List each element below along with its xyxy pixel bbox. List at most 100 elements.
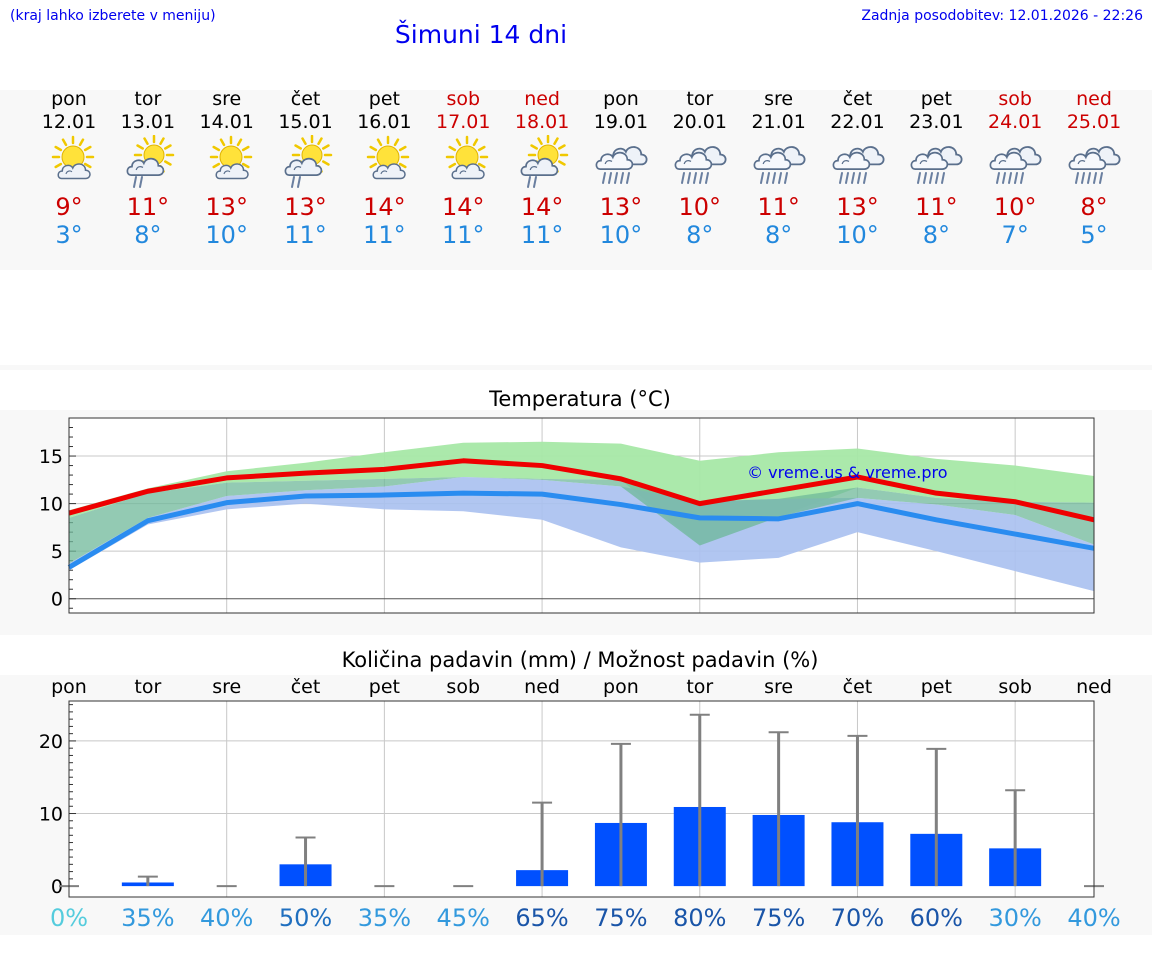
precipitation-probability-label: 65%: [515, 904, 568, 932]
precipitation-probability-label: 35%: [358, 904, 411, 932]
min-temperature: 11°: [441, 221, 485, 249]
day-date: 17.01: [436, 111, 491, 133]
forecast-day: ned 18.01 14° 11°: [502, 88, 582, 249]
precipitation-x-tick-label: pet: [369, 676, 400, 698]
precipitation-probability-label: 0%: [50, 904, 88, 932]
max-temperature: 14°: [363, 193, 406, 221]
forecast-band: [0, 90, 1152, 270]
min-temperature: 11°: [363, 221, 406, 249]
temperature-range-overlap-band: [69, 476, 1094, 564]
day-name: sob: [998, 88, 1032, 110]
temperature-plot-border: [68, 417, 1095, 614]
sun-cloud-light-rain-icon: [520, 135, 569, 188]
forecast-day: tor 13.01 11° 8°: [108, 88, 188, 249]
day-name: sre: [764, 88, 794, 110]
page-title: Šimuni 14 dni: [394, 20, 568, 49]
partly-sunny-icon: [209, 135, 252, 180]
precipitation-x-tick-label: pon: [51, 676, 87, 698]
min-temperature: 8°: [765, 221, 793, 249]
precipitation-probability-label: 30%: [988, 904, 1041, 932]
forecast-day: sre 21.01 11° 8°: [739, 88, 819, 249]
precipitation-x-tick-label: ned: [524, 676, 560, 698]
max-temperature: 10°: [993, 193, 1037, 221]
day-name: ned: [524, 88, 560, 110]
forecast-day: pet 16.01 14° 11°: [344, 88, 424, 249]
day-date: 16.01: [357, 111, 412, 133]
precipitation-probability-label: 70%: [831, 904, 884, 932]
temperature-y-tick-label: 15: [39, 446, 63, 468]
menu-hint: (kraj lahko izberete v meniju): [10, 8, 216, 24]
forecast-day: pon 12.01 9° 3°: [29, 88, 109, 249]
partly-sunny-icon: [446, 135, 489, 180]
min-temperature: 10°: [836, 221, 879, 249]
max-temperature: 14°: [441, 193, 485, 221]
min-temperature: 11°: [284, 221, 327, 249]
forecast-day: pon 19.01 13° 10°: [581, 88, 661, 249]
precipitation-x-tick-label: sob: [998, 676, 1032, 698]
separator-band: [0, 365, 1152, 370]
day-date: 13.01: [120, 111, 176, 133]
max-temperature: 9°: [55, 193, 83, 221]
precipitation-probability-label: 40%: [1067, 904, 1120, 932]
max-temperature-line: [68, 458, 1095, 523]
max-temperature: 14°: [520, 193, 564, 221]
rain-cloud-icon: [595, 146, 648, 184]
day-date: 15.01: [278, 111, 333, 133]
forecast-day: sob 24.01 10° 7°: [975, 88, 1055, 249]
day-date: 24.01: [987, 111, 1043, 133]
min-temperature: 11°: [520, 221, 564, 249]
max-temperature: 11°: [757, 193, 800, 221]
temperature-y-tick-label: 0: [51, 589, 63, 611]
precipitation-probability-label: 60%: [910, 904, 963, 932]
precipitation-x-tick-label: tor: [134, 676, 161, 698]
min-temperature: 7°: [1001, 221, 1029, 249]
forecast-day: ned 25.01 8° 5°: [1054, 88, 1134, 249]
day-date: 21.01: [751, 111, 806, 133]
precipitation-x-tick-label: pet: [921, 676, 952, 698]
min-temperature: 10°: [205, 221, 248, 249]
min-temperature: 8°: [686, 221, 714, 249]
min-temperature-line: [67, 490, 1095, 570]
precipitation-x-tick-label: pon: [603, 676, 639, 698]
day-name: čet: [842, 88, 873, 110]
day-date: 18.01: [514, 111, 570, 133]
precipitation-plot-border: [68, 700, 1095, 898]
precipitation-x-tick-label: čet: [291, 676, 321, 698]
day-name: pon: [603, 88, 639, 110]
day-name: pet: [368, 88, 400, 110]
day-date: 20.01: [672, 111, 727, 133]
day-name: tor: [134, 88, 162, 110]
forecast-day: čet 15.01 13° 11°: [266, 88, 346, 249]
rain-cloud-icon: [674, 146, 727, 184]
day-date: 12.01: [41, 111, 97, 133]
forecast-day: sob 17.01 14° 11°: [423, 88, 503, 249]
min-temperature: 8°: [922, 221, 950, 249]
max-temperature: 13°: [836, 193, 879, 221]
precipitation-probability-label: 35%: [121, 904, 174, 932]
max-temperature: 10°: [678, 193, 722, 221]
precipitation-x-tick-label: sre: [212, 676, 241, 698]
rain-cloud-icon: [910, 146, 963, 184]
max-temperature-range-band: [69, 441, 1094, 546]
precipitation-x-tick-label: sob: [446, 676, 480, 698]
day-name: pon: [51, 88, 87, 110]
rain-cloud-icon: [1068, 146, 1121, 184]
min-temperature: 3°: [55, 221, 83, 249]
temperature-chart-title: Temperatura (°C): [489, 387, 671, 411]
max-temperature: 13°: [599, 193, 643, 221]
day-name: ned: [1076, 88, 1112, 110]
sun-cloud-light-rain-icon: [126, 135, 175, 188]
forecast-day: sre 14.01 13° 10°: [187, 88, 267, 249]
day-date: 25.01: [1066, 111, 1122, 133]
day-name: sre: [212, 88, 242, 110]
day-name: pet: [920, 88, 952, 110]
max-temperature: 11°: [915, 193, 958, 221]
temperature-y-tick-label: 10: [39, 494, 63, 516]
rain-cloud-icon: [832, 146, 884, 184]
partly-sunny-icon: [51, 135, 95, 180]
precipitation-x-tick-label: ned: [1076, 676, 1112, 698]
precipitation-x-tick-label: sre: [764, 676, 793, 698]
max-temperature: 13°: [205, 193, 248, 221]
copyright-annotation: © vreme.us & vreme.pro: [747, 463, 948, 482]
day-name: tor: [686, 88, 714, 110]
